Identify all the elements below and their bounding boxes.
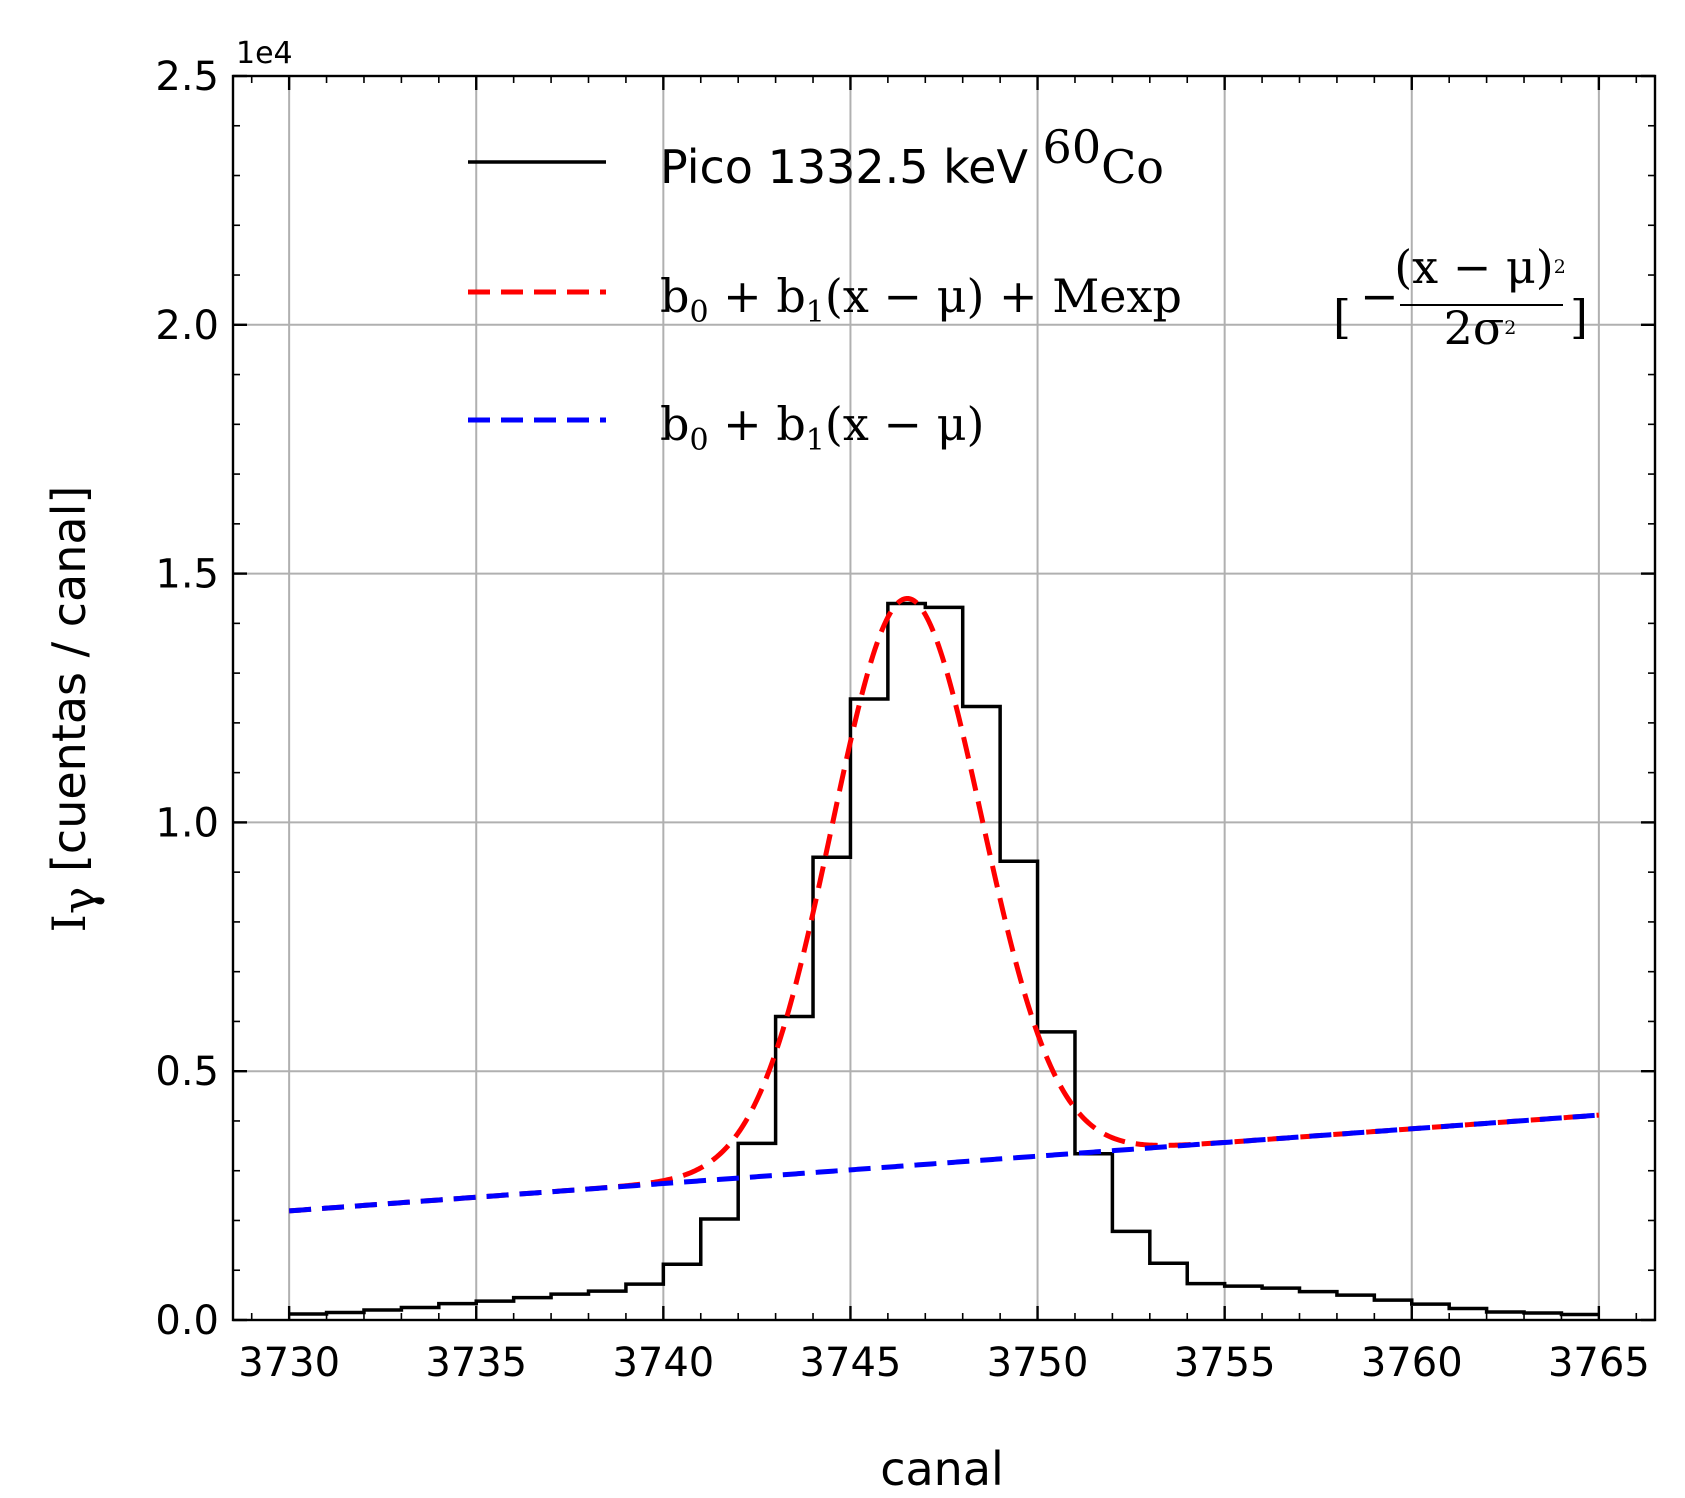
x-tick-label: 3765 — [1548, 1340, 1650, 1386]
svg-text:[: [ — [1333, 290, 1351, 344]
y-tick-label: 1.0 — [155, 800, 219, 846]
x-tick-label: 3740 — [612, 1340, 714, 1386]
y-axis-label-sub: γ — [52, 887, 106, 915]
legend-label-fit: b0 + b1(x − μ) + Mexp [ − (x − μ)2 2σ2 ] — [660, 240, 1588, 355]
y-tick-label: 2.0 — [155, 303, 219, 349]
x-tick-label: 3750 — [987, 1340, 1089, 1386]
y-offset-label: 1e4 — [236, 36, 293, 71]
svg-text:Iγ [cuentas / canal]: Iγ [cuentas / canal] — [42, 486, 106, 933]
y-tick-label: 0.5 — [155, 1049, 219, 1095]
y-tick-label: 0.0 — [155, 1298, 219, 1344]
x-tick-label: 3755 — [1174, 1340, 1276, 1386]
x-axis-label: canal — [880, 1442, 1004, 1496]
x-tick-label: 3735 — [425, 1340, 527, 1386]
legend-label-background: b0 + b1(x − μ) — [660, 397, 984, 458]
svg-text:−: − — [1360, 269, 1399, 323]
y-axis-label-rest: [cuentas / canal] — [42, 486, 96, 887]
series-linear-background — [288, 1112, 1600, 1214]
x-tick-label: 3730 — [238, 1340, 340, 1386]
svg-text:2σ2: 2σ2 — [1444, 301, 1517, 355]
y-axis-label-main: I — [42, 914, 96, 932]
tick-labels: 3730 3735 3740 3745 3750 3755 3760 3765 0.0 0.5 1.… — [155, 54, 1649, 1386]
legend-label-histogram: Pico 1332.5 keV 60Co — [660, 120, 1164, 194]
series-histogram — [289, 601, 1599, 1317]
svg-text:b0 + b1(x − μ) + Mexp: b0 + b1(x − μ) + Mexp — [660, 269, 1182, 330]
series-layer — [288, 595, 1600, 1317]
ticks — [233, 74, 1655, 1322]
y-tick-label: 1.5 — [155, 552, 219, 598]
plot-frame — [231, 74, 1657, 1322]
svg-text:(x − μ)2: (x − μ)2 — [1394, 240, 1566, 294]
x-tick-label: 3745 — [800, 1340, 902, 1386]
legend: Pico 1332.5 keV 60Co b0 + b1(x − μ) + Me… — [468, 120, 1588, 458]
svg-text:]: ] — [1570, 290, 1588, 344]
y-axis-label: Iγ [cuentas / canal] — [42, 486, 106, 933]
y-tick-label: 2.5 — [155, 54, 219, 100]
x-tick-label: 3760 — [1361, 1340, 1463, 1386]
